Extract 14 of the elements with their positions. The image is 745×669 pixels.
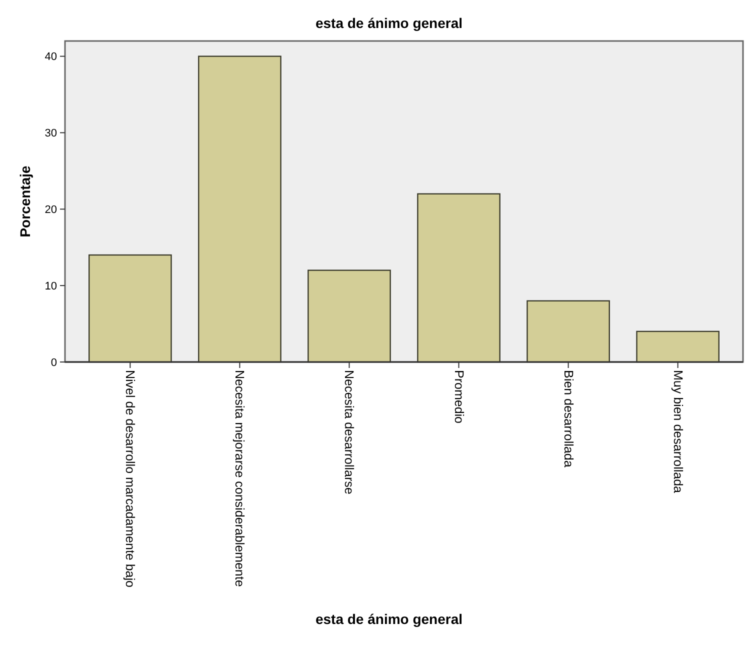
x-tick-label: Necesita desarrollarse [342,370,356,494]
x-tick-label: Nivel de desarrollo marcadamente bajo [123,370,138,588]
x-tick-label: Necesita mejorarse considerablemente [232,370,247,587]
y-tick-label: 20 [44,204,57,216]
x-axis-title: esta de ánimo general [315,611,463,627]
y-tick-label: 0 [50,356,57,369]
y-tick-label: 40 [44,51,57,64]
y-tick-label: 30 [44,128,57,140]
y-tick-label: 10 [44,280,57,292]
x-tick-label: Promedio [452,370,466,424]
y-axis-title: Porcentaje [17,165,33,238]
x-tick-label: Muy bien desarrollada [670,370,685,494]
chart-title: esta de ánimo general [315,15,463,31]
x-tick-label: Bien desarrollada [561,370,576,468]
